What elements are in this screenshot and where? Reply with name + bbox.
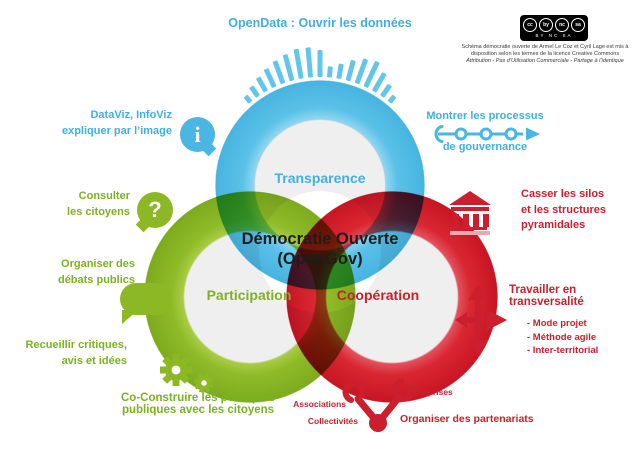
- ring-cooperation: [286, 191, 498, 403]
- debats-line1: Organiser des: [61, 258, 135, 270]
- processus-line2: de gouvernance: [442, 141, 528, 153]
- cc-icons-row: cc by nc sa: [523, 18, 585, 32]
- gear-large-icon: [160, 354, 192, 386]
- process-timeline-icon: [434, 125, 540, 143]
- annotation-debats: Organiser des débats publics: [23, 257, 135, 288]
- travailler-bullet1: - Mode projet: [527, 318, 587, 329]
- center-title-line1: Démocratie Ouverte: [241, 230, 399, 248]
- cc-badge-caption: BY NC SA: [535, 33, 573, 38]
- coconstruire-line1: Co-Construire les politiques: [121, 392, 275, 404]
- license-line2: disposition selon les termes de la licen…: [470, 51, 620, 57]
- recueillir-line1: Recueillir critiques,: [25, 339, 127, 351]
- annotation-consulter: Consulter les citoyens: [28, 189, 130, 220]
- travailler-line2: transversalité: [509, 296, 584, 308]
- recueillir-line2: avis et idées: [61, 354, 127, 367]
- annotation-recueillir: Recueillir critiques, avis et idées: [15, 338, 127, 369]
- annotation-partenariats: Organiser des partenariats: [400, 413, 534, 425]
- info-icon: i: [180, 117, 217, 157]
- processus-line1: Montrer les processus: [426, 110, 544, 122]
- consulter-line2: les citoyens: [67, 205, 130, 218]
- cc-icon: cc: [523, 18, 537, 32]
- cc-sa-icon: sa: [571, 18, 585, 32]
- dataviz-line2: expliquer par l’image: [61, 124, 172, 137]
- label-cooperation: Coopération: [336, 287, 420, 303]
- annotation-casser: Casser les silos et les structures pyram…: [521, 187, 606, 234]
- partner-collectivites: Collectivités: [307, 416, 358, 426]
- annotation-opendata: OpenData : Ouvrir les données: [228, 16, 412, 30]
- dataviz-line1: DataViz, InfoViz: [90, 109, 172, 121]
- bar-chart-arc-icon: [243, 47, 397, 104]
- travailler-bullet3: - Inter-territorial: [527, 345, 599, 356]
- casser-line2: et les structures: [521, 203, 606, 216]
- cross-arrows-icon: [455, 285, 507, 355]
- speech-bubble-icon: [120, 283, 172, 324]
- annotation-coconstruire: Co-Construire les politiques publiques a…: [97, 392, 299, 416]
- cc-license-badge: cc by nc sa BY NC SA: [520, 15, 588, 41]
- coconstruire-line2: publiques avec les citoyens: [121, 404, 275, 416]
- annotation-travailler: Travailler en transversalité: [509, 284, 584, 308]
- gear-small-icon: [194, 373, 214, 393]
- debats-line2: débats publics: [57, 273, 135, 286]
- bank-icon: [449, 191, 491, 235]
- cc-nc-icon: nc: [555, 18, 569, 32]
- casser-line1: Casser les silos: [521, 188, 605, 200]
- license-text: Schéma démocratie ouverte de Armel Le Co…: [452, 44, 638, 65]
- partner-associations: Associations: [293, 399, 346, 409]
- license-line3: Attribution - Pas d’Utilisation Commerci…: [466, 58, 624, 64]
- license-line1: Schéma démocratie ouverte de Armel Le Co…: [461, 44, 629, 50]
- label-participation: Participation: [206, 287, 292, 303]
- annotation-dataviz: DataViz, InfoViz expliquer par l’image: [30, 108, 172, 139]
- center-title: Démocratie Ouverte (OpenGov): [225, 229, 415, 269]
- partner-entreprises: Entreprises: [406, 387, 453, 397]
- info-icon-tail: [200, 140, 217, 157]
- consulter-line1: Consulter: [78, 190, 130, 202]
- network-hub-icon: [342, 379, 415, 432]
- travailler-line1: Travailler en: [509, 284, 577, 296]
- speech-bubble-tail: [122, 310, 138, 324]
- travailler-bullet2: - Méthode agile: [527, 331, 597, 343]
- casser-line3: pyramidales: [521, 219, 586, 231]
- question-icon: ?: [135, 192, 173, 233]
- travailler-bullets: - Mode projet - Méthode agile - Inter-te…: [527, 317, 598, 358]
- center-title-line2: (OpenGov): [277, 250, 363, 268]
- label-transparence: Transparence: [274, 170, 366, 186]
- cc-by-icon: by: [539, 18, 553, 32]
- question-icon-tail: [135, 216, 152, 233]
